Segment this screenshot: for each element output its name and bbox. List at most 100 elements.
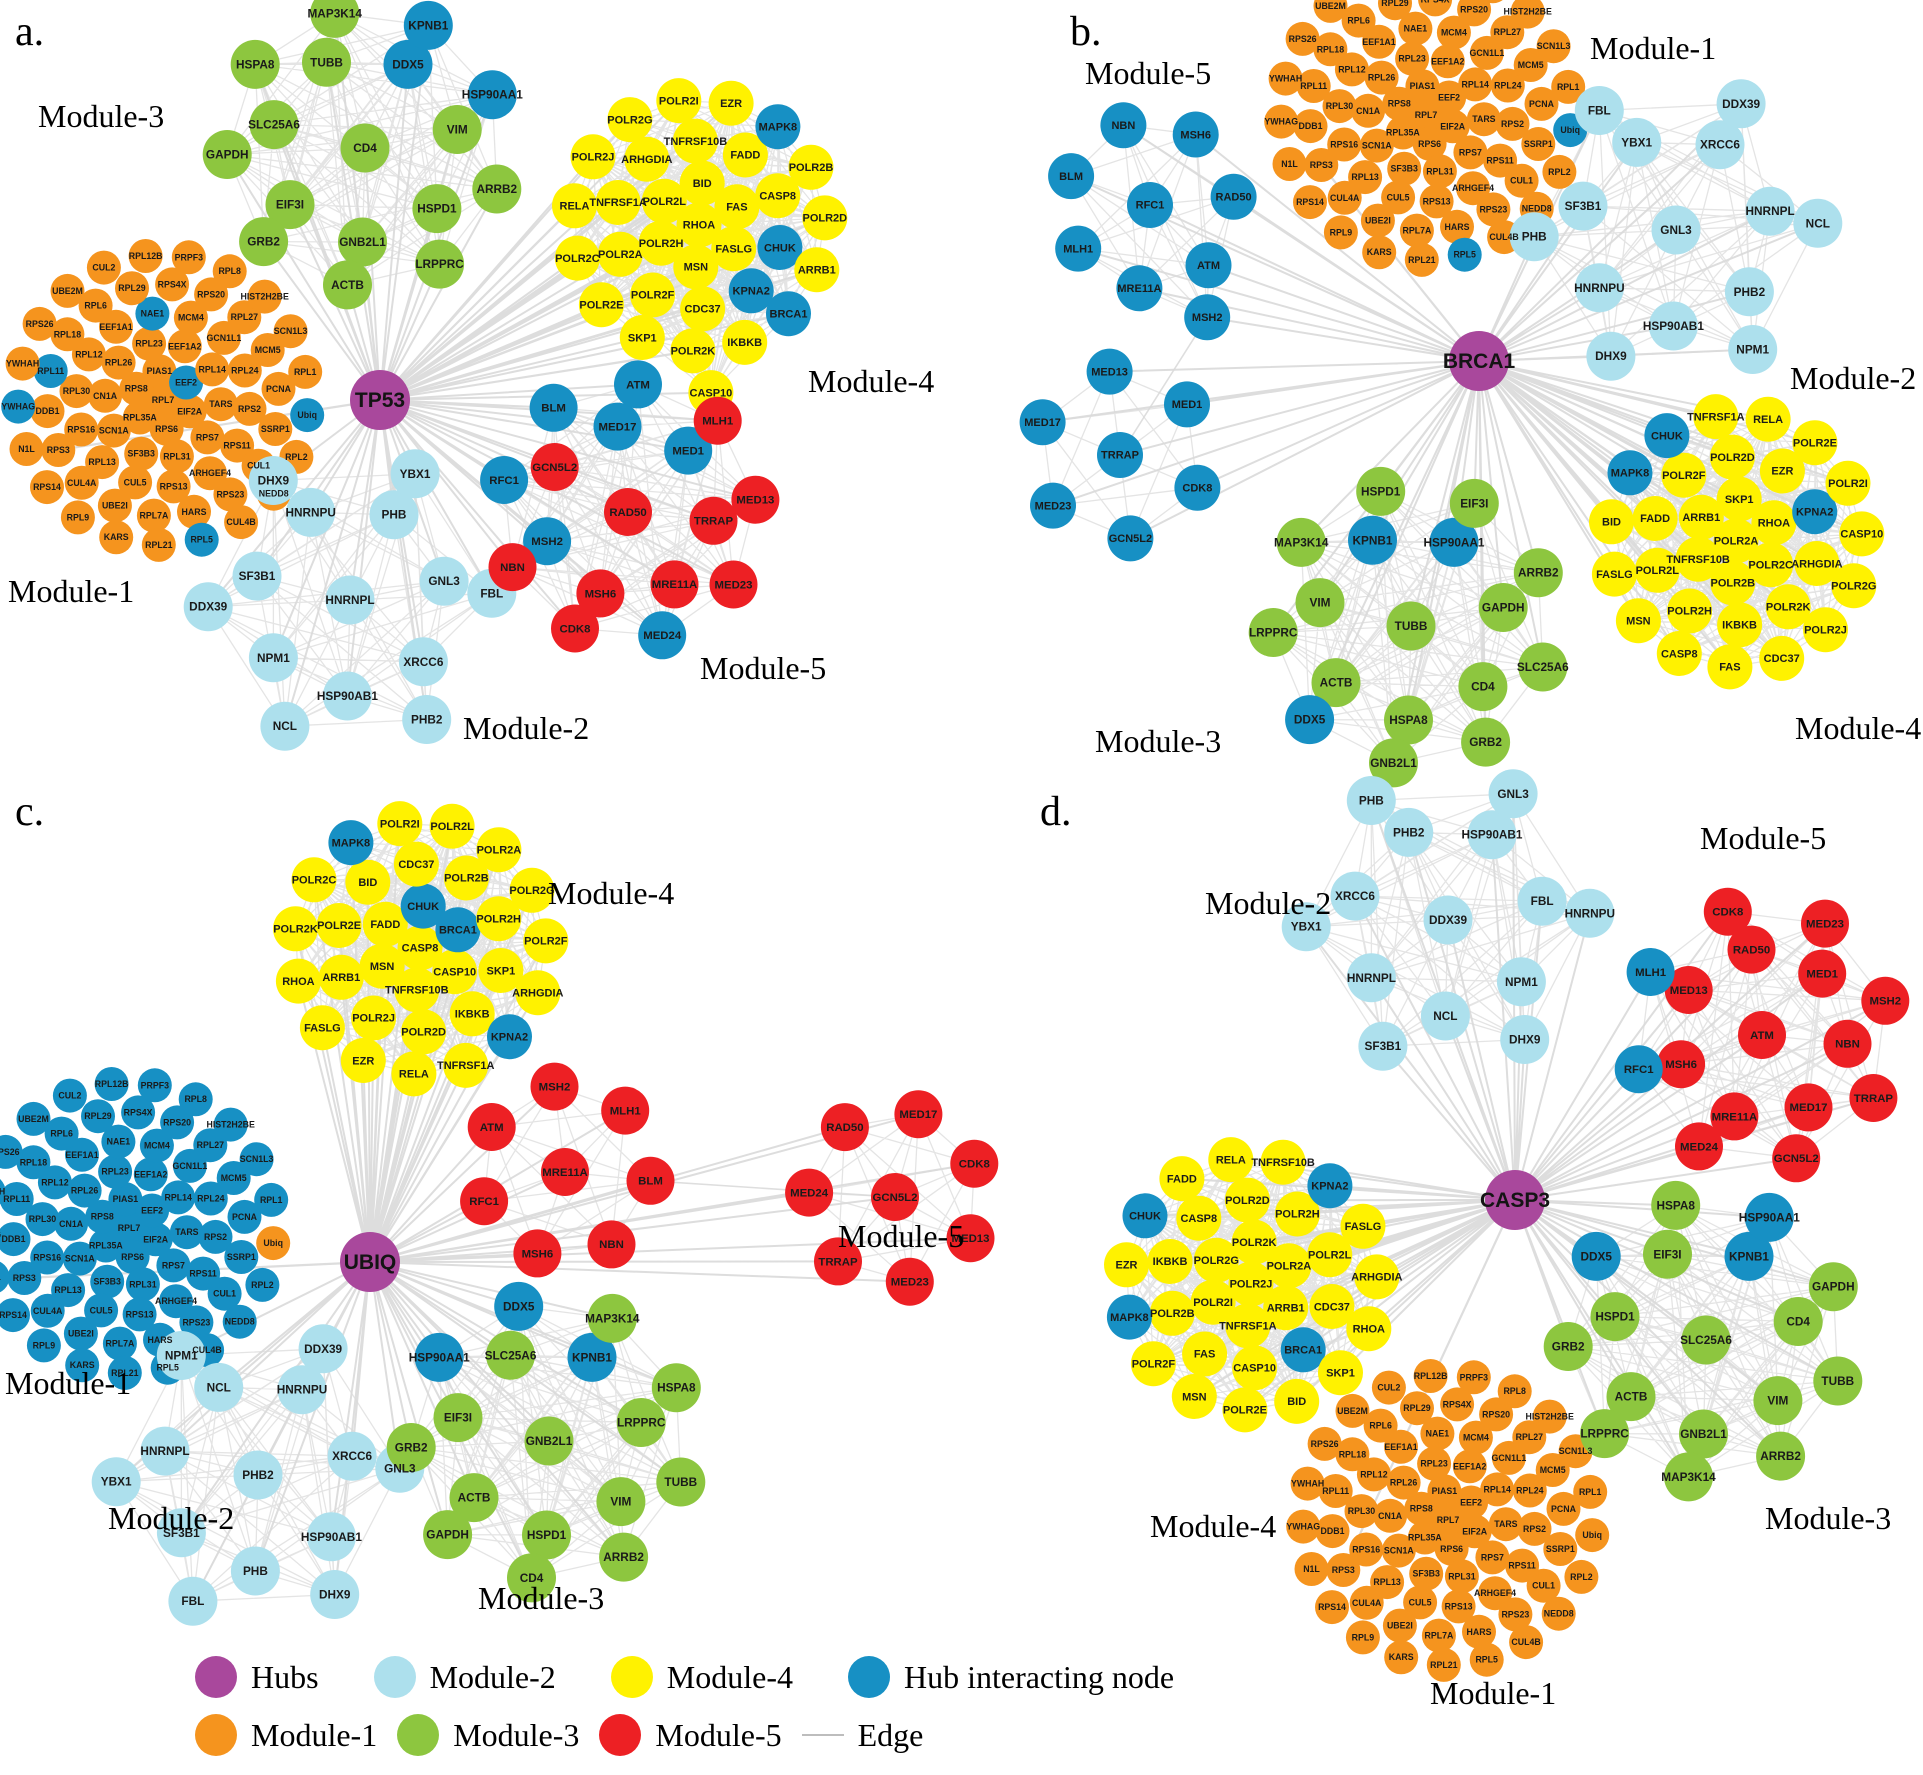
svg-text:RPL2: RPL2 xyxy=(251,1280,274,1290)
svg-text:DDX39: DDX39 xyxy=(189,600,227,614)
svg-text:GNB2L1: GNB2L1 xyxy=(1370,756,1417,770)
svg-text:CN1A: CN1A xyxy=(1356,106,1381,116)
svg-text:CASP10: CASP10 xyxy=(690,387,733,399)
svg-text:RPS23: RPS23 xyxy=(1501,1609,1529,1619)
svg-text:EZR: EZR xyxy=(1116,1260,1138,1272)
svg-text:TARS: TARS xyxy=(1494,1519,1517,1529)
svg-text:TARS: TARS xyxy=(175,1227,198,1237)
svg-text:PRPF3: PRPF3 xyxy=(141,1080,169,1090)
svg-text:NBN: NBN xyxy=(599,1239,624,1251)
svg-text:RPL26: RPL26 xyxy=(1368,73,1395,83)
svg-text:MCM5: MCM5 xyxy=(221,1173,247,1183)
svg-text:CD4: CD4 xyxy=(1786,1315,1810,1329)
svg-text:GCN5L2: GCN5L2 xyxy=(873,1192,918,1204)
svg-text:GRB2: GRB2 xyxy=(247,235,280,249)
svg-text:MSH2: MSH2 xyxy=(1192,312,1223,324)
svg-text:RPL23: RPL23 xyxy=(1398,54,1425,64)
svg-text:ARRB2: ARRB2 xyxy=(476,182,517,196)
svg-text:RPS11: RPS11 xyxy=(223,441,250,451)
svg-text:CASP8: CASP8 xyxy=(1180,1213,1217,1225)
svg-text:KPNB1: KPNB1 xyxy=(572,1350,612,1364)
svg-text:XRCC6: XRCC6 xyxy=(1335,889,1375,903)
svg-text:CHUK: CHUK xyxy=(407,901,439,913)
svg-text:POLR2H: POLR2H xyxy=(639,238,684,250)
svg-text:MED13: MED13 xyxy=(1670,985,1708,997)
svg-text:POLR2C: POLR2C xyxy=(1748,560,1793,572)
svg-text:NEDD8: NEDD8 xyxy=(1522,204,1552,214)
svg-text:MCM5: MCM5 xyxy=(255,345,281,355)
svg-text:POLR2L: POLR2L xyxy=(430,821,474,833)
svg-text:RPL14: RPL14 xyxy=(165,1192,192,1202)
svg-text:KPNA2: KPNA2 xyxy=(1796,506,1833,518)
svg-text:RPL24: RPL24 xyxy=(1494,81,1521,91)
svg-text:NCL: NCL xyxy=(1806,216,1830,230)
svg-text:ARRB2: ARRB2 xyxy=(1518,566,1559,580)
svg-text:MLH1: MLH1 xyxy=(702,416,734,428)
svg-text:RFC1: RFC1 xyxy=(1136,200,1165,212)
svg-text:POLR2E: POLR2E xyxy=(1223,1405,1267,1417)
svg-text:GNL3: GNL3 xyxy=(384,1461,416,1475)
svg-text:FADD: FADD xyxy=(1640,513,1670,525)
svg-text:RPL27: RPL27 xyxy=(1516,1432,1543,1442)
svg-text:DDX5: DDX5 xyxy=(1580,1249,1612,1263)
svg-text:POLR2J: POLR2J xyxy=(352,1013,395,1025)
svg-text:GCN1L1: GCN1L1 xyxy=(1492,1453,1527,1463)
svg-text:PIAS1: PIAS1 xyxy=(113,1194,139,1204)
svg-text:ATM: ATM xyxy=(1197,260,1220,272)
svg-text:POLR2B: POLR2B xyxy=(1150,1308,1195,1320)
svg-text:GAPDH: GAPDH xyxy=(206,148,249,162)
svg-text:PIAS1: PIAS1 xyxy=(1410,81,1436,91)
svg-text:EIF3I: EIF3I xyxy=(1653,1247,1681,1261)
svg-text:RAD50: RAD50 xyxy=(1733,945,1770,957)
svg-text:RELA: RELA xyxy=(1216,1154,1246,1166)
svg-text:NAE1: NAE1 xyxy=(107,1137,131,1147)
svg-text:NPM1: NPM1 xyxy=(1736,343,1769,357)
svg-text:RPL7A: RPL7A xyxy=(105,1339,134,1349)
svg-text:MSH2: MSH2 xyxy=(1869,996,1901,1008)
svg-text:RPL9: RPL9 xyxy=(1352,1632,1375,1642)
svg-text:SSRP1: SSRP1 xyxy=(1546,1544,1575,1554)
svg-text:RPL12B: RPL12B xyxy=(129,251,163,261)
svg-text:RPL35A: RPL35A xyxy=(123,413,157,423)
svg-text:ARHGEF4: ARHGEF4 xyxy=(189,468,231,478)
svg-text:DDB1: DDB1 xyxy=(1321,1526,1345,1536)
svg-text:RFC1: RFC1 xyxy=(489,475,519,487)
svg-text:MED1: MED1 xyxy=(1806,969,1838,981)
svg-text:YWHAH: YWHAH xyxy=(1291,1479,1324,1489)
svg-text:MRE11A: MRE11A xyxy=(1712,1111,1758,1123)
svg-text:GNL3: GNL3 xyxy=(1660,223,1692,237)
svg-text:RPL24: RPL24 xyxy=(1516,1486,1543,1496)
svg-text:PHB: PHB xyxy=(1359,794,1384,808)
svg-text:GAPDH: GAPDH xyxy=(426,1528,469,1542)
svg-text:POLR2F: POLR2F xyxy=(524,936,568,948)
svg-text:POLR2C: POLR2C xyxy=(555,253,600,265)
svg-text:MCM4: MCM4 xyxy=(1441,28,1467,38)
svg-text:SCN1A: SCN1A xyxy=(1384,1546,1414,1556)
svg-text:RAD50: RAD50 xyxy=(1216,192,1252,204)
svg-text:FASLG: FASLG xyxy=(1596,569,1633,581)
svg-text:POLR2E: POLR2E xyxy=(1793,438,1837,450)
svg-text:RPL5: RPL5 xyxy=(190,535,213,545)
svg-text:MED17: MED17 xyxy=(599,422,637,434)
svg-text:NAE1: NAE1 xyxy=(1426,1429,1450,1439)
svg-text:CHUK: CHUK xyxy=(764,242,796,254)
svg-text:TNFRSF1A: TNFRSF1A xyxy=(1687,411,1745,423)
svg-text:RPL8: RPL8 xyxy=(184,1094,207,1104)
svg-text:SCN1L3: SCN1L3 xyxy=(274,326,308,336)
svg-text:CUL4A: CUL4A xyxy=(33,1306,63,1316)
svg-text:FAS: FAS xyxy=(726,202,747,214)
svg-text:MED23: MED23 xyxy=(1035,500,1072,512)
svg-text:POLR2D: POLR2D xyxy=(1710,452,1755,464)
svg-text:HSPD1: HSPD1 xyxy=(1595,1310,1635,1324)
svg-text:POLR2K: POLR2K xyxy=(1766,602,1811,614)
svg-text:TUBB: TUBB xyxy=(664,1475,697,1489)
svg-text:RPL13: RPL13 xyxy=(1351,172,1378,182)
svg-text:GNL3: GNL3 xyxy=(428,574,460,588)
svg-text:RPS20: RPS20 xyxy=(197,289,225,299)
svg-text:RAD50: RAD50 xyxy=(609,507,646,519)
svg-text:BLM: BLM xyxy=(1059,171,1083,183)
svg-text:VIM: VIM xyxy=(447,123,468,137)
svg-text:DDX5: DDX5 xyxy=(1294,713,1326,727)
svg-text:RPS23: RPS23 xyxy=(216,489,244,499)
svg-text:Ubiq: Ubiq xyxy=(263,1238,283,1248)
